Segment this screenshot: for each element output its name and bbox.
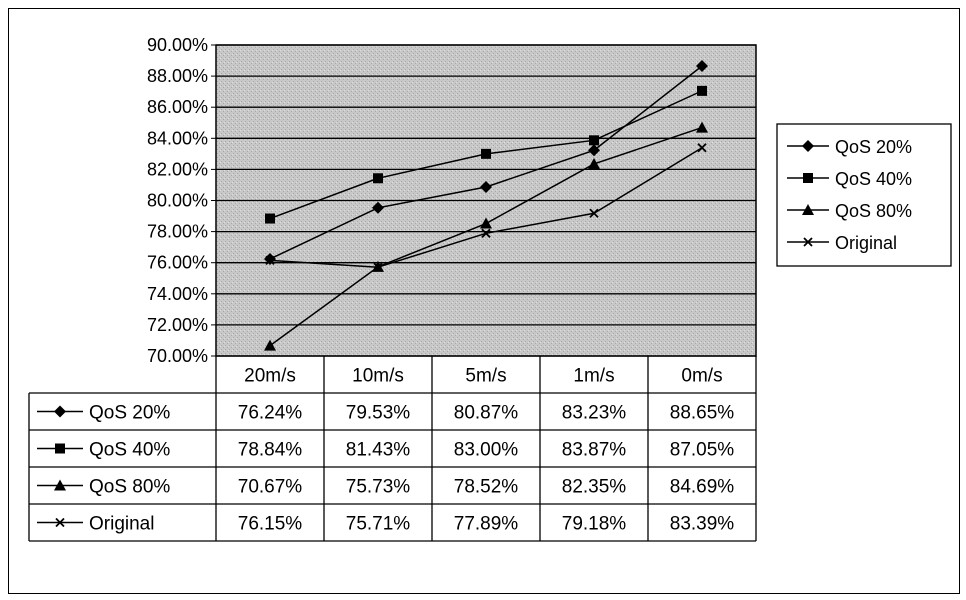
data-label: 81.43% [346,440,411,461]
data-point [265,213,275,224]
data-point [589,135,599,146]
data-point [588,144,600,157]
legend-entry: Original [835,233,897,253]
data-point [481,228,491,238]
data-point [480,180,492,193]
data-point [373,173,383,184]
data-point [697,143,707,153]
data-label: 78.52% [454,477,519,498]
data-point [481,148,491,159]
y-tick-label: 80.00% [147,191,208,211]
data-label: 79.53% [346,403,411,424]
y-tick-label: 72.00% [147,315,208,335]
data-point [802,204,814,215]
category-label: 1m/s [573,366,614,387]
legend-entry: QoS 20% [835,137,912,157]
data-label: 79.18% [562,514,627,535]
y-tick-label: 86.00% [147,97,208,117]
chart-frame: 70.00% 72.00% 74.00% 76.00% 78.00% 80.00% 82.0… [8,8,960,594]
y-tick-label: 78.00% [147,222,208,242]
legend-entry: QoS 40% [835,169,912,189]
data-point [264,339,276,351]
data-point [55,517,65,528]
category-label: 5m/s [465,366,506,387]
data-label: 84.69% [670,477,735,498]
data-point [54,405,66,418]
data-label: 76.24% [238,403,303,424]
data-point [588,157,600,169]
data-point [55,443,65,454]
y-tick-label: 70.00% [147,346,208,366]
data-label: 83.87% [562,440,627,461]
data-label: 78.84% [238,440,303,461]
data-point [264,252,276,265]
data-point [373,262,383,272]
data-point [696,121,708,133]
y-tick-label: 76.00% [147,253,208,273]
data-label: 76.15% [238,514,303,535]
data-label: 83.00% [454,440,519,461]
data-label: 80.87% [454,403,519,424]
data-point [803,173,813,183]
data-label: 87.05% [670,440,735,461]
data-point [696,59,708,72]
y-tick-label: 90.00% [147,35,208,55]
data-label: 70.67% [238,477,303,498]
legend-entry: QoS 80% [835,201,912,221]
table-series-name: QoS 20% [89,403,170,424]
data-point [372,201,384,214]
y-tick-label: 74.00% [147,284,208,304]
data-label: 83.23% [562,403,627,424]
data-label: 77.89% [454,514,519,535]
data-label: 82.35% [562,477,627,498]
data-label: 75.71% [346,514,411,535]
data-label: 75.73% [346,477,411,498]
data-point [480,217,492,229]
data-point [54,479,66,491]
data-point [589,208,599,218]
category-label: 10m/s [352,366,404,387]
category-label: 20m/s [244,366,296,387]
category-label: 0m/s [681,366,722,387]
data-label: 83.39% [670,514,735,535]
data-label: 88.65% [670,403,735,424]
y-tick-label: 84.00% [147,128,208,148]
table-series-name: QoS 80% [89,477,170,498]
line-chart: 70.00% 72.00% 74.00% 76.00% 78.00% 80.00% 82.0… [28,35,952,542]
data-point [802,140,814,152]
table-series-name: Original [89,514,154,535]
data-point [265,255,275,266]
data-point [697,85,707,96]
table-series-name: QoS 40% [89,440,170,461]
y-tick-label: 82.00% [147,159,208,179]
y-tick-label: 88.00% [147,66,208,86]
data-point [803,237,813,247]
